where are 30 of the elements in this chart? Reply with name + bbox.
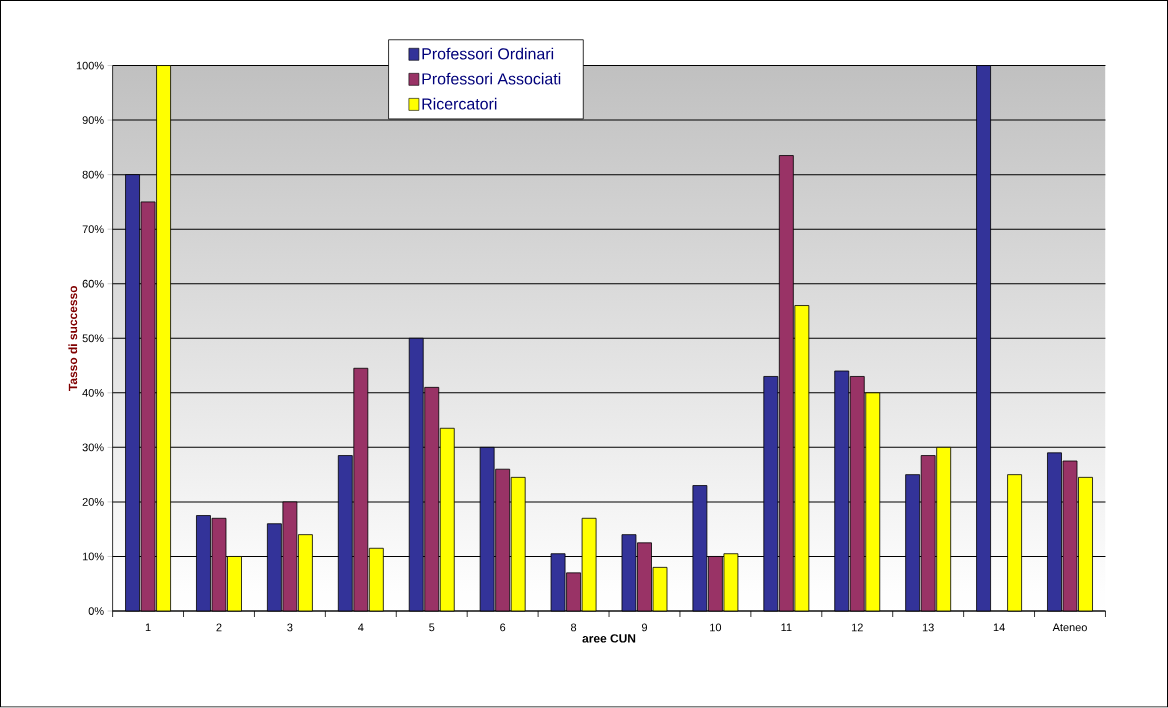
x-tick-label: 14	[993, 623, 1005, 632]
y-tick-label: 90%	[82, 116, 104, 125]
y-tick-label: 0%	[88, 607, 104, 616]
x-tick-label: 11	[781, 623, 792, 632]
x-tick-label: 8	[570, 623, 577, 632]
x-tick-label: 5	[429, 623, 435, 632]
legend-label: Ricercatori	[422, 98, 497, 110]
y-tick-label: 20%	[82, 498, 104, 506]
y-tick-label: 70%	[82, 225, 104, 234]
y-tick-label: 100%	[76, 61, 104, 70]
x-tick-label: 1	[145, 623, 151, 632]
x-tick-label: 2	[216, 623, 222, 632]
legend-label: Professori Ordinari	[422, 47, 554, 60]
y-tick-label: 30%	[82, 443, 104, 452]
x-tick-label: 12	[851, 623, 863, 632]
y-axis-title: Tasso di successo	[68, 286, 78, 392]
y-tick-label: 10%	[82, 552, 104, 561]
y-tick-label: 50%	[82, 334, 104, 343]
x-tick-label: 4	[358, 623, 364, 632]
x-tick-label: 6	[500, 623, 506, 632]
y-tick-label: 80%	[82, 170, 104, 179]
y-tick-label: 40%	[82, 389, 104, 397]
legend-label: Professori Associati	[422, 73, 561, 85]
x-tick-label: 9	[641, 623, 648, 632]
x-tick-label: Ateneo	[1052, 623, 1087, 632]
x-axis-title: aree CUN	[582, 634, 636, 643]
x-tick-label: 10	[710, 623, 722, 632]
x-tick-label: 13	[922, 623, 934, 632]
x-tick-label: 3	[287, 623, 293, 632]
y-tick-label: 60%	[82, 280, 104, 288]
